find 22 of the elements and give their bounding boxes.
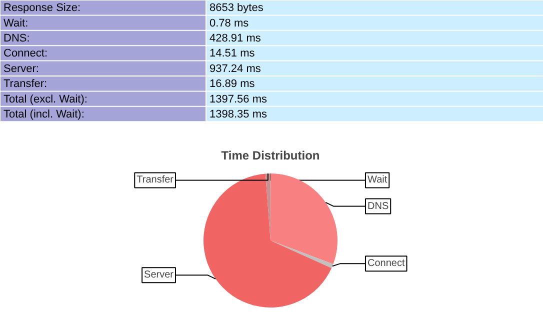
text: Connect:: [4, 48, 48, 60]
text: 428.91 ms: [210, 32, 262, 44]
slice-label: Connect: [368, 258, 405, 270]
slice-label: Wait: [368, 174, 388, 186]
slice-label: DNS: [368, 200, 389, 212]
text: 1398.35 ms: [210, 108, 268, 120]
text: 937.24 ms: [210, 62, 262, 75]
text: Server:: [4, 62, 39, 75]
text: Total (incl. Wait):: [4, 108, 84, 120]
text: Transfer:: [4, 78, 48, 90]
text: 0.78 ms: [210, 17, 250, 30]
text: 1397.56 ms: [210, 93, 268, 106]
text: 8653 bytes: [210, 2, 264, 14]
text: 16.89 ms: [210, 78, 256, 90]
chart-title: Time Distribution: [221, 148, 320, 162]
slice-label: Server: [144, 270, 174, 281]
text: Wait:: [4, 17, 28, 30]
text: Total (excl. Wait):: [4, 93, 88, 106]
text: DNS:: [4, 32, 30, 44]
slice-label: Transfer: [136, 174, 174, 186]
text: Response Size:: [4, 2, 81, 14]
text: 14.51 ms: [210, 48, 256, 60]
